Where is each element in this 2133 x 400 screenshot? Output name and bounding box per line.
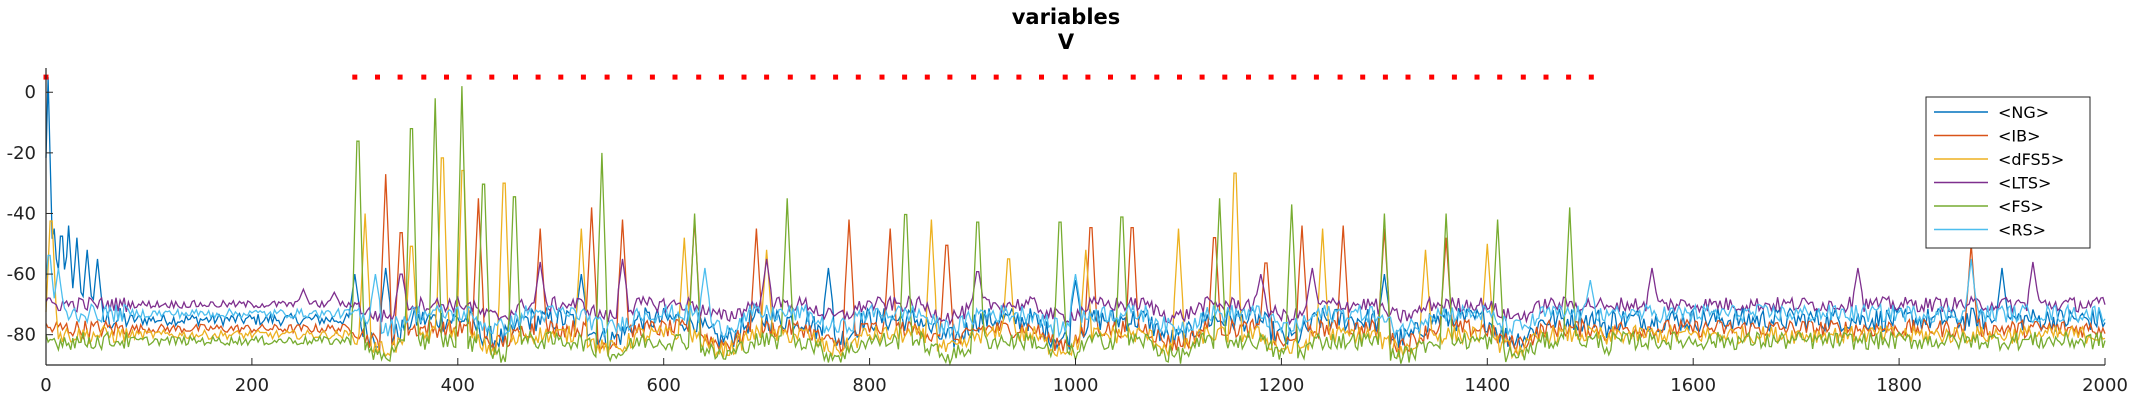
x-tick-label-6: 1200	[1258, 375, 1304, 396]
event-marker-1	[352, 74, 358, 80]
event-marker-53	[1543, 74, 1549, 80]
event-marker-21	[810, 74, 816, 80]
event-marker-36	[1154, 74, 1160, 80]
event-marker-42	[1291, 74, 1297, 80]
event-marker-43	[1313, 74, 1319, 80]
x-tick-label-10: 2000	[2082, 375, 2128, 396]
event-marker-13	[627, 74, 633, 80]
event-marker-5	[444, 74, 449, 80]
event-marker-10	[558, 74, 564, 80]
event-marker-22	[833, 74, 839, 80]
event-marker-24	[879, 74, 885, 80]
y-tick-label-0: 0	[25, 82, 36, 103]
series-line-0	[45, 77, 2106, 352]
y-tick-label-3: -60	[7, 264, 36, 285]
event-marker-28	[971, 74, 977, 80]
x-tick-label-9: 1800	[1876, 375, 1922, 396]
x-tick-label-7: 1400	[1464, 375, 1510, 396]
x-tick-label-8: 1600	[1670, 375, 1716, 396]
event-marker-51	[1497, 74, 1503, 80]
legend-label-4: <FS>	[1998, 197, 2044, 216]
legend-label-0: <NG>	[1998, 103, 2049, 122]
event-marker-40	[1246, 74, 1251, 80]
event-marker-18	[741, 74, 747, 80]
event-marker-12	[604, 74, 610, 80]
event-marker-7	[489, 74, 495, 80]
x-tick-label-1: 200	[235, 375, 269, 396]
event-marker-23	[855, 74, 861, 80]
x-tick-layer: 0 200 400 600 800 1000 1200 1400 1600 1800 2000	[40, 358, 2128, 396]
event-marker-25	[902, 74, 908, 80]
event-marker-39	[1222, 74, 1228, 80]
legend-box	[1925, 96, 2091, 249]
series-line-5	[45, 254, 2106, 340]
event-marker-31	[1039, 74, 1044, 80]
event-marker-14	[649, 74, 655, 80]
legend-label-1: <IB>	[1998, 127, 2041, 146]
event-marker-41	[1268, 74, 1274, 80]
event-marker-2	[375, 74, 380, 80]
event-marker-26	[924, 74, 930, 80]
event-marker-8	[513, 74, 518, 80]
event-marker-34	[1108, 74, 1113, 80]
event-marker-38	[1199, 74, 1205, 80]
x-tick-label-3: 600	[647, 375, 681, 396]
event-marker-20	[787, 74, 793, 80]
event-marker-37	[1177, 74, 1182, 80]
event-marker-17	[718, 74, 724, 80]
legend: <NG> <IB> <dFS5> <LTS> <FS> <RS>	[1925, 96, 2091, 249]
x-tick-label-5: 1000	[1053, 375, 1099, 396]
chart-subtitle: V	[1058, 30, 1075, 54]
x-tick-label-0: 0	[40, 375, 51, 396]
event-marker-46	[1382, 74, 1388, 80]
y-tick-label-1: -20	[7, 143, 36, 164]
event-marker-19	[764, 74, 770, 80]
chart-title: variables	[1012, 5, 1121, 29]
event-marker-6	[466, 74, 472, 80]
event-marker-44	[1337, 74, 1343, 80]
series-layer	[45, 77, 2106, 367]
event-marker-9	[535, 74, 541, 80]
event-marker-54	[1566, 74, 1572, 80]
event-marker-48	[1429, 74, 1435, 80]
event-marker-52	[1520, 74, 1526, 80]
marker-layer	[43, 74, 1594, 80]
event-marker-29	[993, 74, 999, 80]
event-marker-47	[1405, 74, 1411, 80]
x-tick-label-4: 800	[852, 375, 886, 396]
event-marker-45	[1360, 74, 1366, 80]
legend-label-5: <RS>	[1998, 221, 2046, 240]
event-marker-30	[1016, 74, 1022, 80]
event-marker-4	[421, 74, 427, 80]
event-marker-49	[1451, 74, 1457, 80]
event-marker-50	[1474, 74, 1480, 80]
event-marker-11	[580, 74, 586, 80]
legend-label-3: <LTS>	[1998, 174, 2051, 193]
event-marker-27	[947, 74, 953, 80]
legend-label-2: <dFS5>	[1998, 150, 2064, 169]
y-tick-layer: 0 -20 -40 -60 -80	[7, 82, 53, 346]
event-marker-16	[696, 74, 702, 80]
event-marker-32	[1062, 74, 1068, 80]
x-tick-label-2: 400	[441, 375, 475, 396]
event-marker-55	[1588, 74, 1594, 80]
event-marker-15	[672, 74, 678, 80]
series-line-2	[45, 157, 2106, 360]
y-tick-label-2: -40	[7, 203, 36, 224]
event-marker-33	[1085, 74, 1091, 80]
y-tick-label-4: -80	[7, 325, 36, 346]
series-line-3	[45, 258, 2106, 326]
event-marker-35	[1130, 74, 1136, 80]
event-marker-3	[397, 74, 403, 80]
